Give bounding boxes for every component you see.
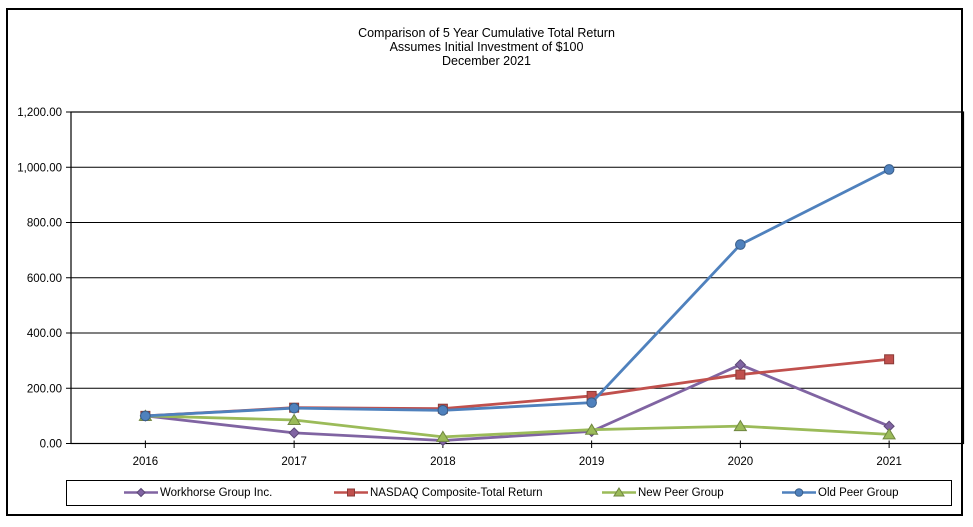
series-line — [143, 363, 891, 442]
y-axis-label: 1,000.00 — [17, 162, 62, 174]
y-axis-label: 400.00 — [27, 328, 62, 340]
y-axis-label: 1,200.00 — [17, 107, 62, 119]
triangle-marker — [287, 413, 302, 426]
diamond-marker — [288, 427, 300, 439]
x-axis-label: 2019 — [579, 456, 605, 468]
chart-title-line2: Assumes Initial Investment of $100 — [389, 40, 584, 54]
chart-outer-border — [6, 8, 963, 516]
legend-label: Workhorse Group Inc. — [160, 486, 273, 499]
x-axis-label: 2021 — [876, 456, 902, 468]
circle-marker — [140, 410, 151, 422]
triangle-marker — [584, 423, 599, 435]
circle-marker — [794, 488, 804, 497]
series-old-peer-group — [140, 164, 895, 422]
legend-item-nasdaq-composite-total-return: NASDAQ Composite-Total Return — [334, 481, 543, 504]
triangle-marker — [733, 419, 748, 432]
square-marker — [347, 488, 355, 497]
diamond-marker — [136, 487, 146, 498]
series-line — [143, 168, 891, 418]
circle-marker — [437, 405, 449, 416]
legend-label: NASDAQ Composite-Total Return — [370, 486, 543, 499]
square-legend-key-icon — [334, 488, 368, 497]
legend-item-workhorse-group-inc: Workhorse Group Inc. — [124, 481, 272, 504]
x-axis-label: 2016 — [133, 456, 159, 468]
y-axis-label: 200.00 — [27, 383, 62, 395]
series-line — [143, 414, 891, 439]
square-marker — [735, 369, 746, 380]
chart-title: Comparison of 5 Year Cumulative Total Re… — [0, 26, 973, 68]
diamond-marker — [734, 359, 747, 371]
y-axis-label: 800.00 — [27, 218, 62, 230]
series-new-peer-group — [138, 409, 897, 442]
x-axis-label: 2020 — [728, 456, 754, 468]
chart-legend: Workhorse Group Inc. NASDAQ Composite-Tot… — [66, 480, 952, 506]
y-axis-label: 0.00 — [40, 439, 62, 451]
chart-title-line3: December 2021 — [442, 54, 531, 68]
x-axis-label: 2017 — [281, 456, 307, 468]
circle-legend-key-icon — [782, 488, 816, 497]
y-axis-label: 600.00 — [27, 273, 62, 285]
circle-marker — [735, 239, 746, 250]
legend-item-old-peer-group: Old Peer Group — [782, 481, 899, 504]
triangle-marker — [882, 427, 897, 440]
diamond-legend-key-icon — [124, 487, 158, 498]
legend-label: Old Peer Group — [818, 486, 899, 499]
triangle-marker — [435, 430, 450, 442]
circle-marker — [288, 402, 300, 414]
x-axis-label: 2018 — [430, 456, 456, 468]
chart-title-line1: Comparison of 5 Year Cumulative Total Re… — [358, 26, 615, 40]
circle-marker — [883, 164, 895, 175]
legend-item-new-peer-group: New Peer Group — [602, 481, 724, 504]
plot-border — [70, 111, 965, 445]
square-marker — [884, 354, 895, 365]
legend-label: New Peer Group — [638, 486, 724, 499]
circle-marker — [586, 397, 597, 408]
triangle-legend-key-icon — [602, 487, 636, 497]
triangle-marker — [613, 487, 625, 497]
